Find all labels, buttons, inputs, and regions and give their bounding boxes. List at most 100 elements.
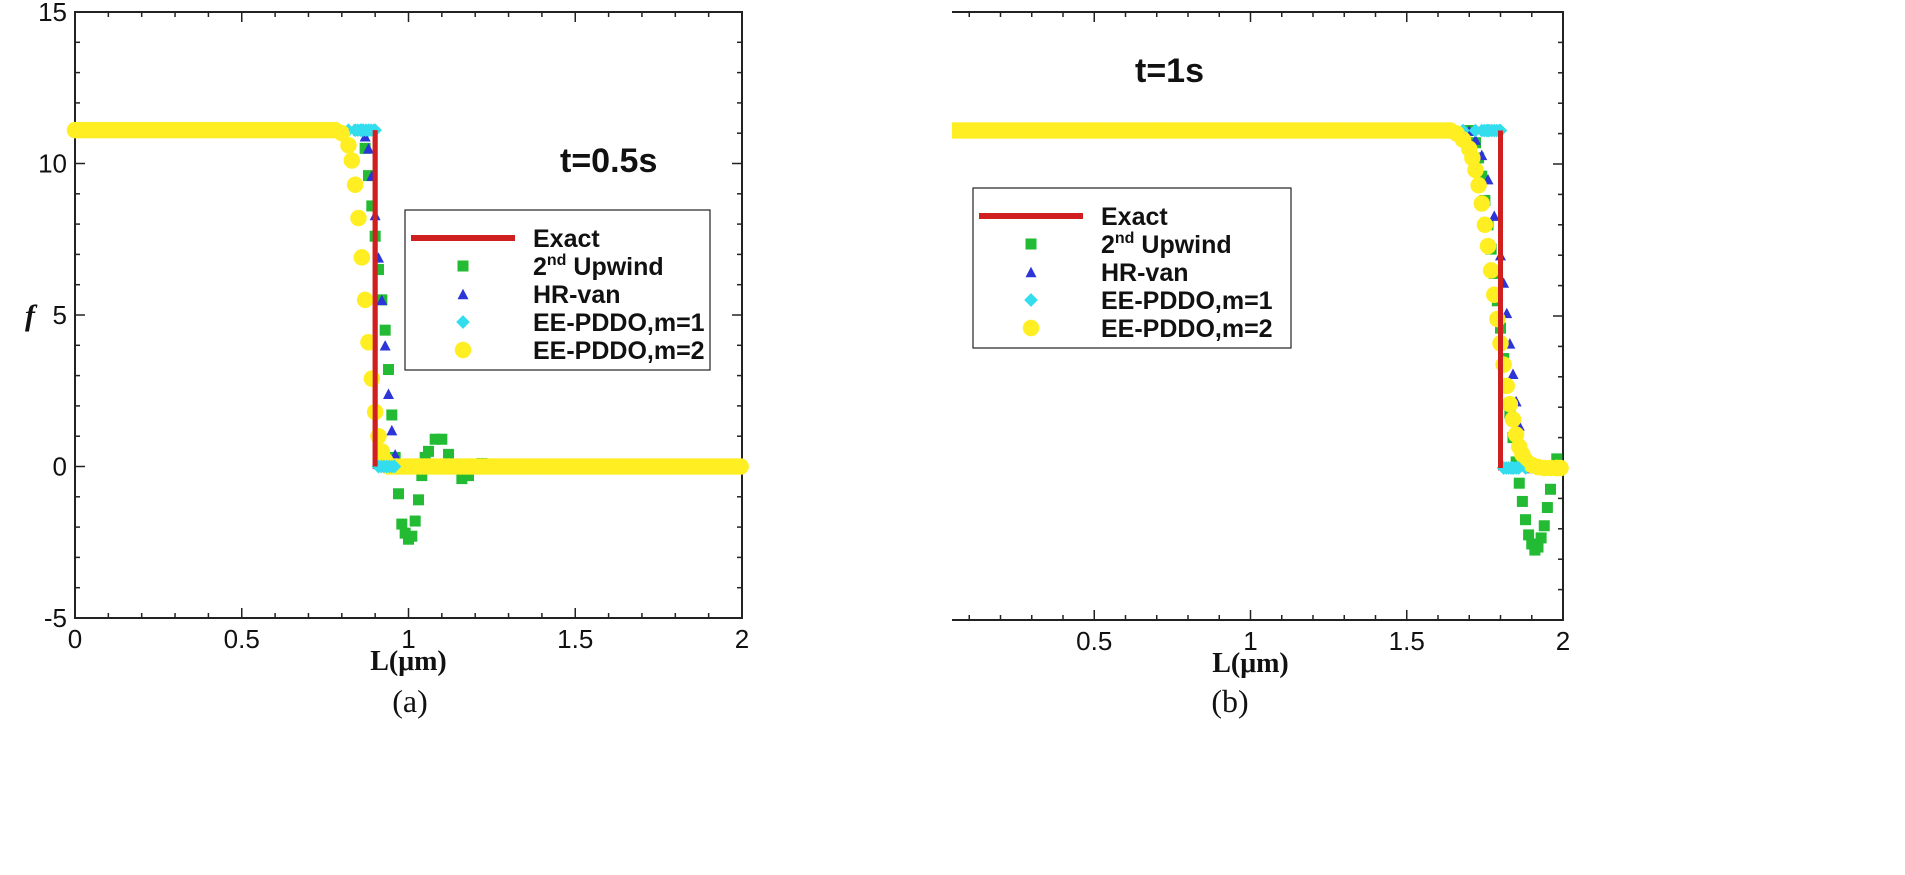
legend-key-circle [454,341,472,359]
point-triangle [1507,368,1519,379]
point-square [379,324,391,336]
point-square [436,433,448,445]
point-square [1545,483,1556,495]
legend-key-square [1025,238,1037,250]
legend-label: EE-PDDO,m=1 [1101,287,1273,315]
legend-label: HR-van [533,281,621,309]
x-tick-label: 1 [401,624,415,654]
y-tick-label: 5 [53,300,67,330]
point-square [419,451,431,463]
point-circle [1467,161,1484,179]
point-square [386,409,398,421]
time-annotation: t=0.5s [560,142,657,180]
x-tick-label: 1.5 [557,624,593,654]
point-square [416,470,428,482]
point-circle [1489,310,1506,328]
point-square [1520,514,1531,526]
series-layer [952,122,1569,556]
point-triangle [386,424,398,436]
legend-key-diamond [1024,293,1038,307]
legend-label: Exact [533,225,600,253]
point-triangle [1488,210,1500,221]
legend-key-square [457,260,469,272]
x-tick-label: 0.5 [224,624,260,654]
x-axis-title: L(μm) [370,646,447,677]
x-tick-label: 2 [1556,626,1570,656]
chart-panel-a: 0 0.5 1 1.5 2 -5 0 5 10 15 L(μm) f t=0.5s Exact 2nd Up… [0,0,952,875]
point-circle [1504,411,1522,428]
point-square [443,448,455,460]
point-triangle [362,143,374,154]
legend-key-triangle [457,288,469,300]
legend-label: EE-PDDO,m=2 [1101,315,1273,343]
point-square [1516,495,1528,507]
point-square [396,518,408,530]
point-circle [353,249,371,266]
point-circle [1552,459,1569,477]
y-tick-label: -5 [44,603,67,633]
point-triangle [376,294,388,306]
legend-key-triangle [1025,266,1037,278]
point-square [1541,502,1553,514]
point-circle [343,152,361,169]
point-triangle [382,388,394,400]
point-circle [1479,237,1497,255]
x-tick-label: 1 [1243,626,1257,656]
y-tick-label: 15 [38,0,67,27]
legend-label: HR-van [1101,259,1189,287]
point-triangle [379,340,391,351]
point-square [1513,477,1525,489]
point-square [1538,520,1550,532]
point-circle [350,209,367,227]
point-diamond [1511,461,1526,475]
legend-key-diamond [456,315,470,329]
point-square [1535,532,1547,544]
point-square [1532,541,1544,553]
point-square [392,488,404,500]
panel-caption: (b) [1211,683,1248,719]
point-circle [1482,262,1500,279]
point-square [409,515,421,527]
legend-label: EE-PDDO,m=2 [533,337,705,365]
point-circle [732,458,749,475]
point-circle [1501,395,1519,413]
x-tick-label: 0 [68,624,82,654]
x-tick-label: 1.5 [1389,626,1425,656]
point-circle [322,121,340,139]
legend-label: Exact [1101,203,1168,231]
point-circle [360,334,377,351]
point-square [456,473,468,485]
point-circle [1470,177,1487,194]
point-square [1551,453,1563,465]
point-square [406,530,418,542]
point-square [359,142,371,154]
point-square [423,445,435,457]
x-tick-label: 2 [735,624,749,654]
series-layer [66,121,749,545]
legend-label: 2nd Upwind [1101,230,1232,259]
point-square [429,433,441,445]
legend-key-circle [1022,319,1040,337]
y-tick-label: 10 [38,149,67,179]
point-square [1476,170,1488,182]
x-axis-title: L(μm) [1212,648,1289,679]
point-square [362,170,374,182]
y-tick-label: 0 [53,452,67,482]
point-circle [1495,356,1512,373]
point-circle [340,137,357,154]
point-circle [356,291,374,309]
panel-caption: (a) [392,683,428,719]
point-circle [346,176,364,193]
point-circle [1476,216,1494,234]
point-square [1523,529,1535,541]
y-axis-title: f [25,299,38,332]
point-square [366,200,378,212]
legend-label: 2nd Upwind [533,252,664,281]
point-square [1526,538,1538,550]
